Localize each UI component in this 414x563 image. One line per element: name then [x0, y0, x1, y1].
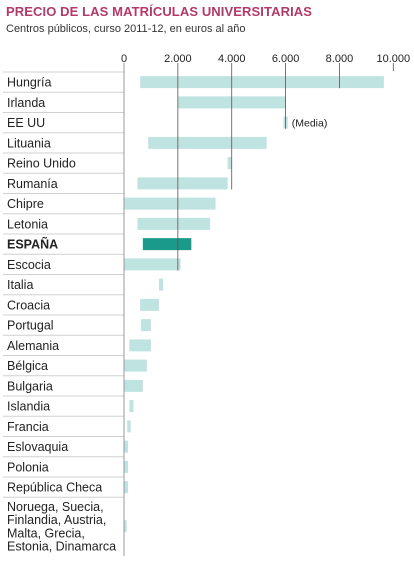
category-label: Alemania	[7, 339, 59, 353]
category-label: Finlandia, Austria,	[7, 513, 106, 527]
category-label: Bélgica	[7, 359, 48, 373]
annotations: (Media)	[292, 118, 328, 130]
category-label: Malta, Grecia,	[7, 526, 85, 540]
bar-francia	[127, 420, 131, 433]
row-separators	[3, 71, 124, 498]
category-label: Francia	[7, 420, 49, 434]
bar-espana	[142, 238, 192, 251]
bar-belgica	[124, 359, 147, 372]
bar-croacia	[140, 298, 160, 311]
x-tick-label: 4.000	[218, 53, 246, 65]
bars	[124, 76, 384, 533]
x-tick-label: 8.000	[326, 53, 354, 65]
category-label: Islandia	[7, 400, 50, 414]
bar-polonia	[124, 460, 129, 473]
annotation-media: (Media)	[292, 118, 328, 130]
bar-portugal	[140, 319, 151, 332]
category-label: Irlanda	[7, 96, 45, 110]
bar-bulgaria	[124, 379, 143, 392]
category-label: ESPAÑA	[7, 237, 58, 252]
bar-chipre	[124, 197, 216, 210]
category-label: Escocia	[7, 258, 51, 272]
bar-noruega-suecia	[124, 520, 127, 533]
category-label: Estonia, Dinamarca	[7, 540, 116, 554]
x-tick-labels: 0 2.000 4.000 6.000 8.000 10.000	[121, 53, 410, 65]
bar-alemania	[129, 339, 151, 352]
category-label: EE UU	[7, 116, 45, 130]
category-label: Eslovaquia	[7, 440, 68, 454]
category-label: Polonia	[7, 460, 49, 474]
gridlines	[123, 63, 394, 556]
category-label: Reino Unido	[7, 157, 76, 171]
category-label: Croacia	[7, 298, 50, 312]
category-label: Chipre	[7, 197, 44, 211]
bar-reino-unido	[227, 157, 232, 170]
category-label: Lituania	[7, 136, 51, 150]
bar-lituania	[148, 136, 267, 149]
x-tick-label: 0	[121, 53, 127, 65]
bar-letonia	[137, 217, 211, 230]
bar-escocia	[124, 258, 181, 271]
category-label: Letonia	[7, 217, 48, 231]
x-tick-label: 6.000	[272, 53, 300, 65]
chart-subtitle: Centros públicos, curso 2011-12, en euro…	[6, 23, 246, 35]
category-label: Hungría	[7, 76, 52, 90]
bar-italia	[159, 278, 164, 291]
category-label: Bulgaria	[7, 379, 53, 393]
bar-hungria	[140, 76, 384, 89]
category-labels: Hungría Irlanda EE UU Lituania Reino Unido Ru…	[7, 76, 116, 554]
category-label: República Checa	[7, 481, 102, 495]
bar-republica-checa	[124, 481, 129, 494]
x-tick-label: 2.000	[164, 53, 192, 65]
x-tick-label: 10.000	[376, 53, 410, 65]
category-label: Portugal	[7, 319, 54, 333]
chart-title: PRECIO DE LAS MATRÍCULAS UNIVERSITARIAS	[6, 4, 313, 19]
category-label: Rumanía	[7, 177, 58, 191]
bar-rumania	[137, 177, 228, 190]
category-label: Italia	[7, 278, 33, 292]
bar-islandia	[129, 400, 134, 413]
bar-eslovaquia	[124, 440, 129, 453]
category-label: Noruega, Suecia,	[7, 500, 104, 514]
